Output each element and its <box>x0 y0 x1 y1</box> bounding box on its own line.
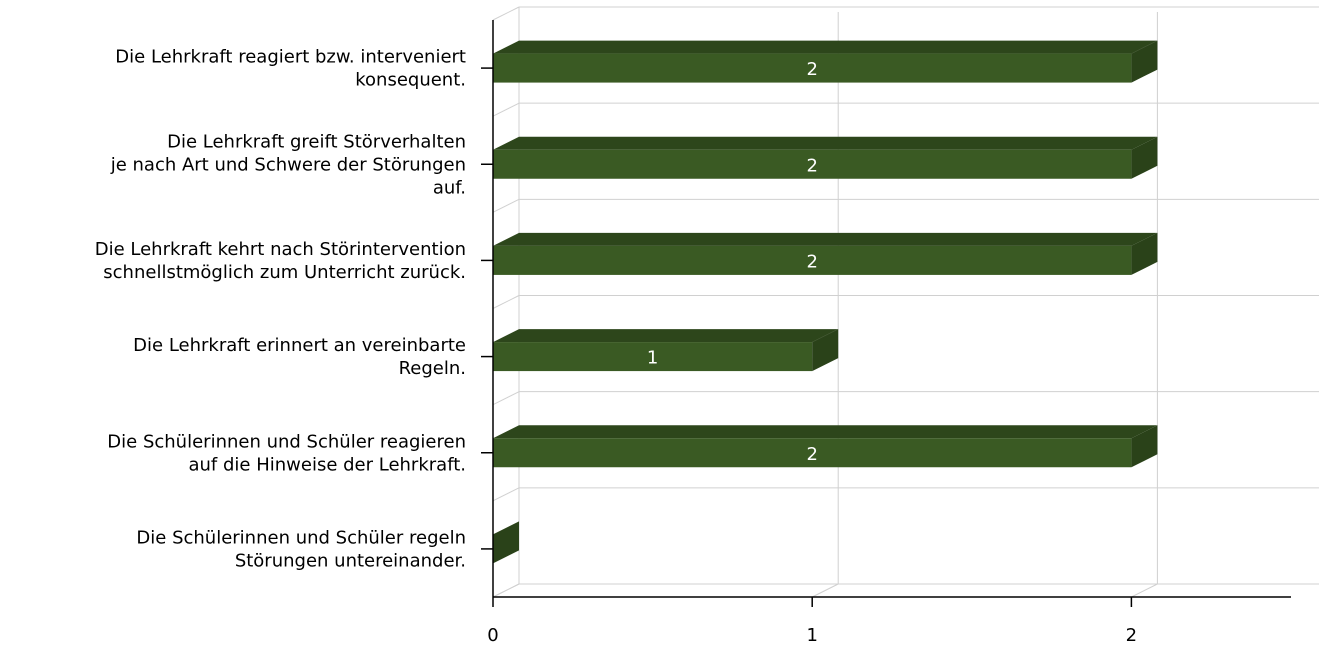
gridline-wall <box>492 198 520 213</box>
category-label: Die Lehrkraft reagiert bzw. interveniert… <box>115 47 466 91</box>
chart-labels: 2 Die Lehrkraft reagiert bzw. intervenier… <box>95 47 1137 646</box>
bar <box>493 149 1132 179</box>
bar-side-face <box>1131 232 1158 275</box>
x-tick-label: 1 <box>806 625 817 646</box>
gridline-wall <box>492 583 520 598</box>
bar-side-face <box>1131 136 1158 179</box>
bar <box>493 245 1132 275</box>
bar-data-label: 2 <box>806 251 817 272</box>
gridline-wall <box>492 391 520 406</box>
bar <box>493 342 813 372</box>
bar-data-label: 2 <box>806 59 817 80</box>
chart-grid <box>492 6 1319 598</box>
bar-top-face <box>493 136 1158 150</box>
category-label: Die Lehrkraft greift Störverhalten je nac… <box>110 131 466 198</box>
bar-top-face <box>493 232 1158 246</box>
bar-data-label: 2 <box>806 444 817 465</box>
gridline-wall <box>492 487 520 502</box>
bar-top-face <box>493 329 839 343</box>
category-label: Die Schülerinnen und Schüler reagieren au… <box>107 431 466 475</box>
gridline-wall <box>492 102 520 117</box>
bar-top-face <box>493 425 1158 439</box>
bar <box>493 438 1132 468</box>
category-label: Die Lehrkraft kehrt nach Störinterventio… <box>95 239 466 283</box>
gridline-floor <box>1131 583 1158 598</box>
bar-side-face <box>493 521 519 564</box>
chart-axes <box>481 20 1291 607</box>
bar-data-label: 1 <box>647 348 658 369</box>
gridline-wall <box>492 6 520 21</box>
bar-side-face <box>1131 40 1158 83</box>
x-tick-label: 2 <box>1126 625 1137 646</box>
category-label: Die Schülerinnen und Schüler regeln Störu… <box>136 527 466 571</box>
bar-side-face <box>812 329 839 372</box>
x-tick-label: 0 <box>487 625 498 646</box>
gridline-wall <box>492 295 520 309</box>
bar-side-face <box>1131 425 1158 468</box>
category-label: Die Lehrkraft erinnert an vereinbarte Reg… <box>133 335 466 379</box>
bar-data-label: 2 <box>806 155 817 176</box>
bar <box>493 53 1132 83</box>
chart-bars <box>493 40 1158 564</box>
gridline-floor <box>811 583 839 598</box>
bar-top-face <box>493 40 1158 54</box>
